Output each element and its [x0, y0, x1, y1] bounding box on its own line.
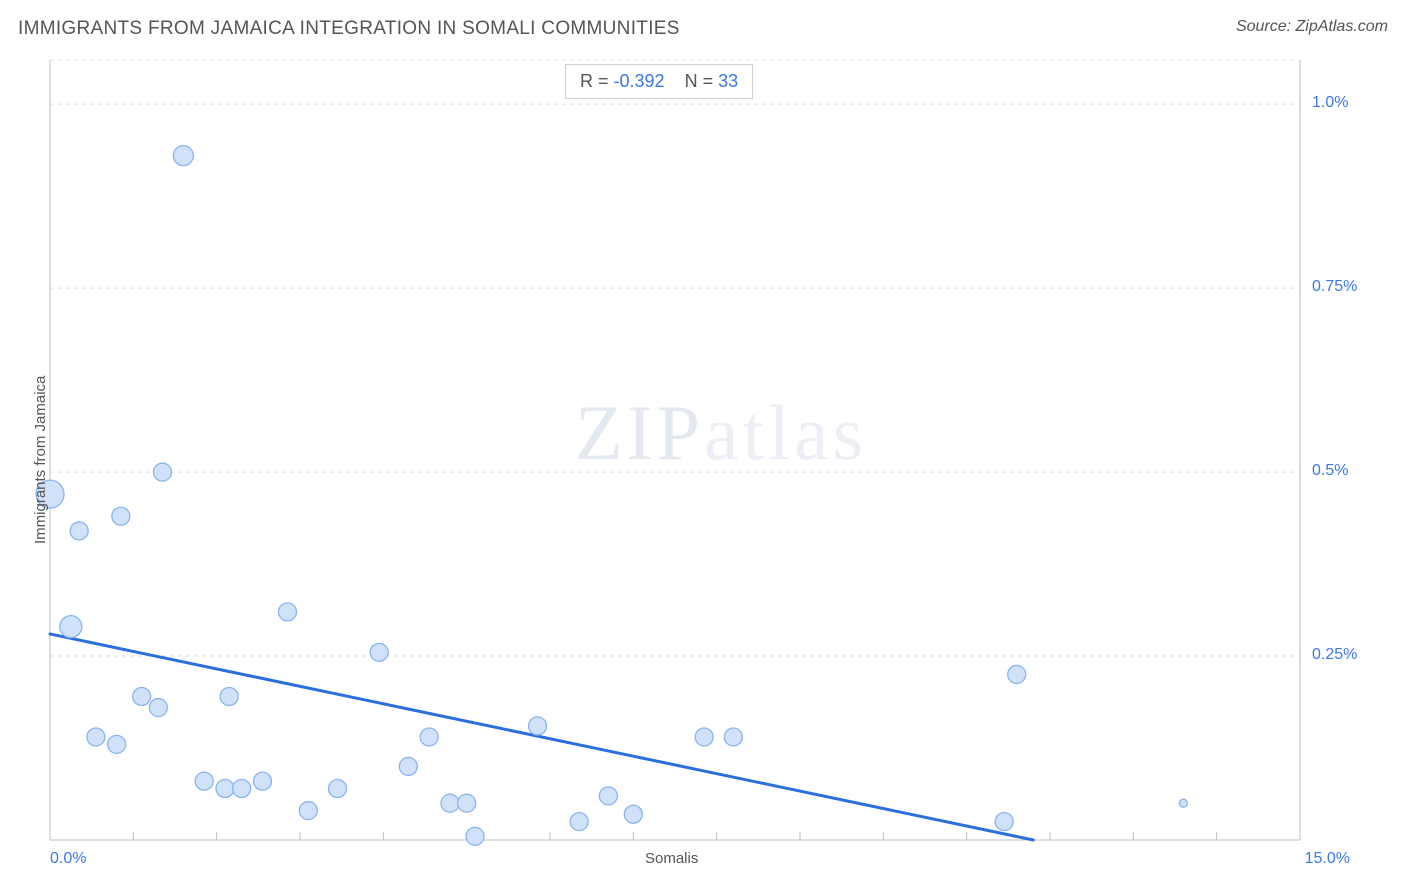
y-axis-label: Immigrants from Jamaica — [32, 375, 49, 543]
y-tick-label: 0.5% — [1312, 462, 1348, 480]
n-value: 33 — [718, 71, 738, 91]
y-tick-label: 1.0% — [1312, 94, 1348, 112]
x-tick-label: 15.0% — [1305, 850, 1350, 868]
stats-box: R = -0.392 N = 33 — [565, 64, 753, 99]
source-attribution: Source: ZipAtlas.com — [1236, 18, 1388, 36]
x-axis-label: Somalis — [645, 850, 698, 867]
y-tick-label: 0.75% — [1312, 278, 1357, 296]
y-tick-label: 0.25% — [1312, 646, 1357, 664]
chart-title: IMMIGRANTS FROM JAMAICA INTEGRATION IN S… — [18, 18, 680, 40]
n-label: N = — [685, 71, 714, 91]
x-tick-label: 0.0% — [50, 850, 86, 868]
scatter-chart — [50, 60, 1302, 842]
r-label: R = — [580, 71, 609, 91]
r-value: -0.392 — [614, 71, 665, 91]
